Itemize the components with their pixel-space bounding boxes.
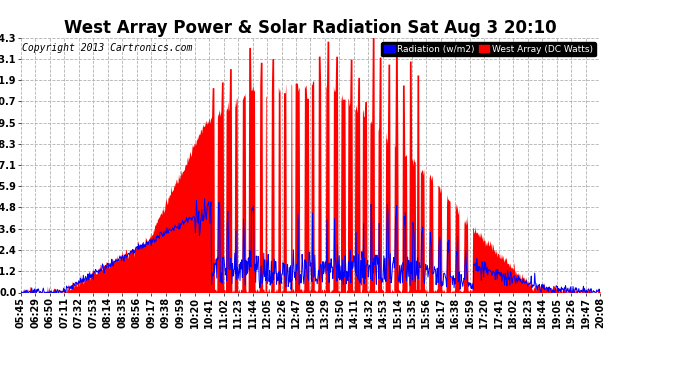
Text: Copyright 2013 Cartronics.com: Copyright 2013 Cartronics.com [22, 43, 193, 52]
Legend: Radiation (w/m2), West Array (DC Watts): Radiation (w/m2), West Array (DC Watts) [381, 42, 595, 56]
Title: West Array Power & Solar Radiation Sat Aug 3 20:10: West Array Power & Solar Radiation Sat A… [64, 20, 557, 38]
